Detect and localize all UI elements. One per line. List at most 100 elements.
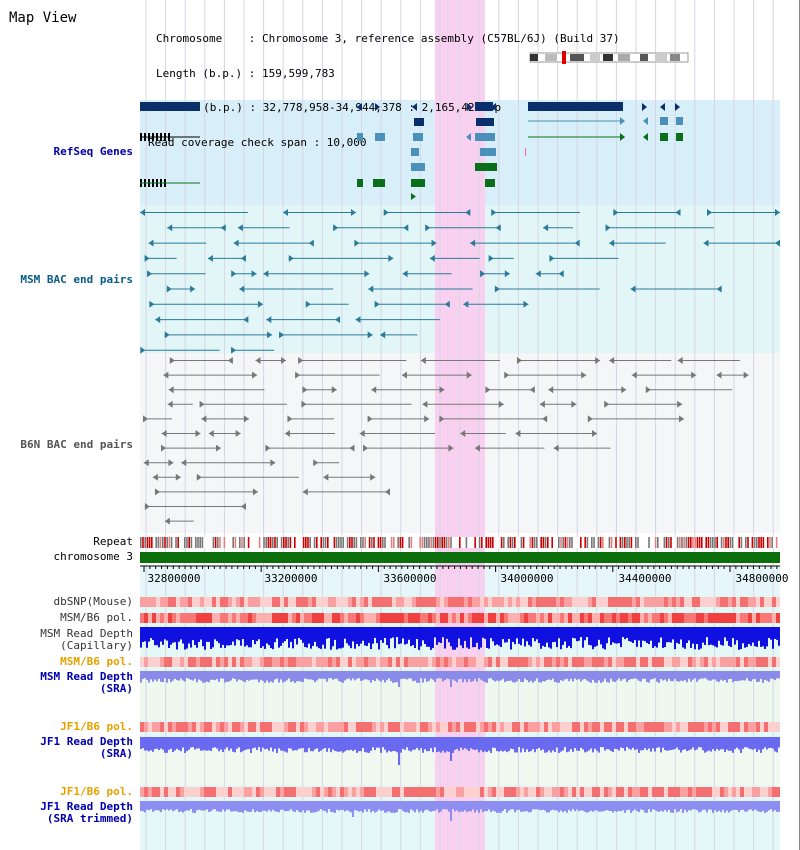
track-label-refseq-genes[interactable]: RefSeq Genes (53, 145, 133, 158)
depth-bar (260, 627, 262, 649)
track-label-repeat[interactable]: Repeat (93, 535, 133, 548)
heat-cell (748, 597, 752, 607)
depth-bar (250, 671, 252, 680)
depth-bar (658, 627, 660, 643)
depth-bar (524, 627, 526, 647)
heat-cell (748, 613, 752, 623)
track-label-jf1-b6-pol-2[interactable]: JF1/B6 pol. (60, 785, 133, 798)
depth-bar (416, 801, 418, 810)
depth-bar (176, 801, 178, 810)
heat-cell (224, 787, 228, 797)
heat-cell (556, 722, 560, 732)
repeat-element (626, 537, 628, 548)
heat-cell (164, 787, 168, 797)
feature-arrow (295, 371, 301, 379)
heat-cell (732, 597, 736, 607)
heat-cell (552, 787, 556, 797)
heat-cell (592, 722, 596, 732)
heat-cell (412, 722, 416, 732)
track-label-msm-b6-pol-2[interactable]: MSM/B6 pol. (60, 655, 133, 668)
heat-cell (272, 722, 276, 732)
heat-cell (332, 722, 336, 732)
feature-arrow (148, 239, 154, 247)
heat-cell (428, 722, 432, 732)
depth-bar (602, 671, 604, 682)
track-label-jf1-b6-pol-1[interactable]: JF1/B6 pol. (60, 720, 133, 733)
depth-bar (656, 801, 658, 812)
repeat-element (199, 537, 201, 548)
depth-bar (566, 737, 568, 753)
heat-cell (192, 657, 196, 667)
depth-bar (284, 627, 286, 642)
depth-bar (484, 627, 486, 639)
heat-cell (692, 787, 696, 797)
heat-cell (264, 597, 268, 607)
track-label-jf1-depth-sra[interactable]: JF1 Read Depth (40, 735, 133, 748)
heat-cell (732, 613, 736, 623)
axis-tick-label: 34000000 (500, 572, 554, 585)
depth-bar (608, 801, 610, 811)
depth-bar (434, 627, 436, 638)
heat-cell (420, 722, 424, 732)
depth-bar (662, 627, 664, 648)
depth-bar (756, 627, 758, 647)
heat-cell (436, 613, 440, 623)
depth-bar (644, 737, 646, 749)
heat-cell (464, 787, 468, 797)
depth-bar (332, 627, 334, 647)
depth-bar (370, 627, 372, 650)
depth-bar (246, 671, 248, 680)
feature-arrow (706, 209, 712, 216)
feature-arrow (237, 224, 243, 232)
repeat-element (184, 537, 186, 548)
depth-bar (170, 737, 172, 749)
heat-cell (400, 657, 404, 667)
depth-bar (180, 627, 182, 640)
depth-bar (566, 627, 568, 648)
depth-bar (338, 671, 340, 682)
heat-cell (712, 597, 716, 607)
repeat-element (619, 537, 622, 548)
depth-bar (334, 627, 336, 640)
heat-cell (560, 722, 564, 732)
depth-bar (654, 737, 656, 752)
depth-bar (348, 671, 350, 679)
depth-bar (188, 627, 190, 644)
track-label-msm-bac[interactable]: MSM BAC end pairs (20, 273, 133, 286)
depth-bar (764, 671, 766, 680)
heat-cell (736, 613, 740, 623)
feature-arrow (743, 371, 749, 379)
track-label-msm-depth-capillary[interactable]: MSM Read Depth (40, 627, 133, 640)
heat-cell (424, 787, 428, 797)
depth-bar (310, 627, 312, 649)
track-label-dbsnp[interactable]: dbSNP(Mouse) (53, 595, 133, 608)
depth-bar (492, 801, 494, 811)
heat-cell (176, 787, 180, 797)
heat-cell (776, 787, 780, 797)
feature-arrow (480, 270, 486, 278)
depth-bar (298, 737, 300, 749)
depth-bar (280, 671, 282, 680)
heat-cell (604, 613, 608, 623)
depth-bar (284, 737, 286, 752)
track-label-b6n-bac[interactable]: B6N BAC end pairs (20, 438, 133, 451)
track-label-jf1-depth-trimmed[interactable]: JF1 Read Depth (40, 800, 133, 813)
track-label-msm-b6-pol-1[interactable]: MSM/B6 pol. (60, 611, 133, 624)
heat-cell (332, 787, 336, 797)
heat-cell (600, 613, 604, 623)
track-label-msm-depth-sra[interactable]: MSM Read Depth (40, 670, 133, 683)
heat-cell (384, 722, 388, 732)
repeat-element (276, 537, 278, 548)
depth-bar (412, 801, 414, 811)
heat-cell (200, 787, 204, 797)
depth-bar (374, 737, 376, 751)
depth-bar (344, 671, 346, 681)
depth-bar (408, 801, 410, 813)
gene-feature (528, 102, 623, 111)
depth-bar (560, 737, 562, 752)
feature-arrow (775, 239, 780, 247)
depth-bar (276, 627, 278, 639)
depth-bar (634, 737, 636, 750)
heat-cell (748, 722, 752, 732)
